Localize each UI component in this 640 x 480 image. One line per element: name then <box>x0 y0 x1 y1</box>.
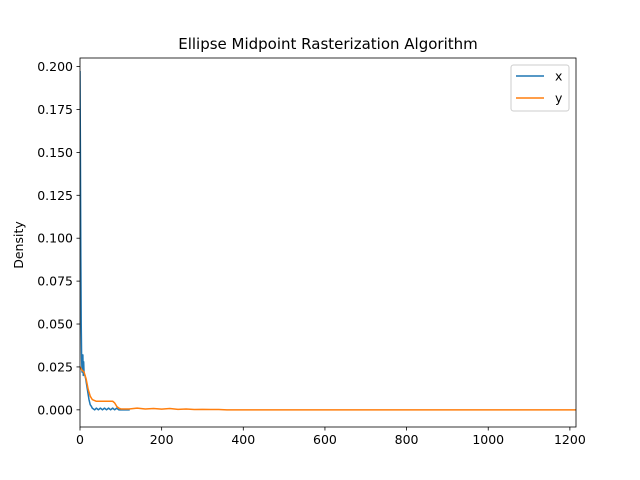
y-tick-label: 0.125 <box>37 188 73 203</box>
x-tick-label: 800 <box>395 432 419 447</box>
y-tick-label: 0.200 <box>37 59 73 74</box>
y-axis-label: Density <box>11 221 26 269</box>
x-tick-label: 600 <box>313 432 337 447</box>
series-line-y <box>80 365 576 411</box>
x-tick-label: 400 <box>231 432 255 447</box>
legend-label-y: y <box>555 91 563 106</box>
y-tick-label: 0.050 <box>37 317 73 332</box>
chart-title: Ellipse Midpoint Rasterization Algorithm <box>178 35 478 53</box>
y-tick-label: 0.000 <box>37 402 73 417</box>
axes-frame <box>79 57 577 428</box>
x-tick-label: 1200 <box>554 432 586 447</box>
y-tick-label: 0.075 <box>37 274 73 289</box>
x-tick-label: 1000 <box>472 432 504 447</box>
y-tick-label: 0.100 <box>37 231 73 246</box>
y-tick-label: 0.025 <box>37 359 73 374</box>
x-tick-label: 0 <box>76 432 84 447</box>
y-tick-label: 0.175 <box>37 102 73 117</box>
y-tick-label: 0.150 <box>37 145 73 160</box>
legend: xy <box>510 64 570 112</box>
series-group <box>80 70 576 411</box>
plot-area: 0 200 400 600 800 1000 1200 0.000 0.025 0.050 0.07… <box>37 57 586 447</box>
x-tick-label: 200 <box>150 432 174 447</box>
series-line-x <box>80 70 130 411</box>
legend-label-x: x <box>555 69 562 84</box>
